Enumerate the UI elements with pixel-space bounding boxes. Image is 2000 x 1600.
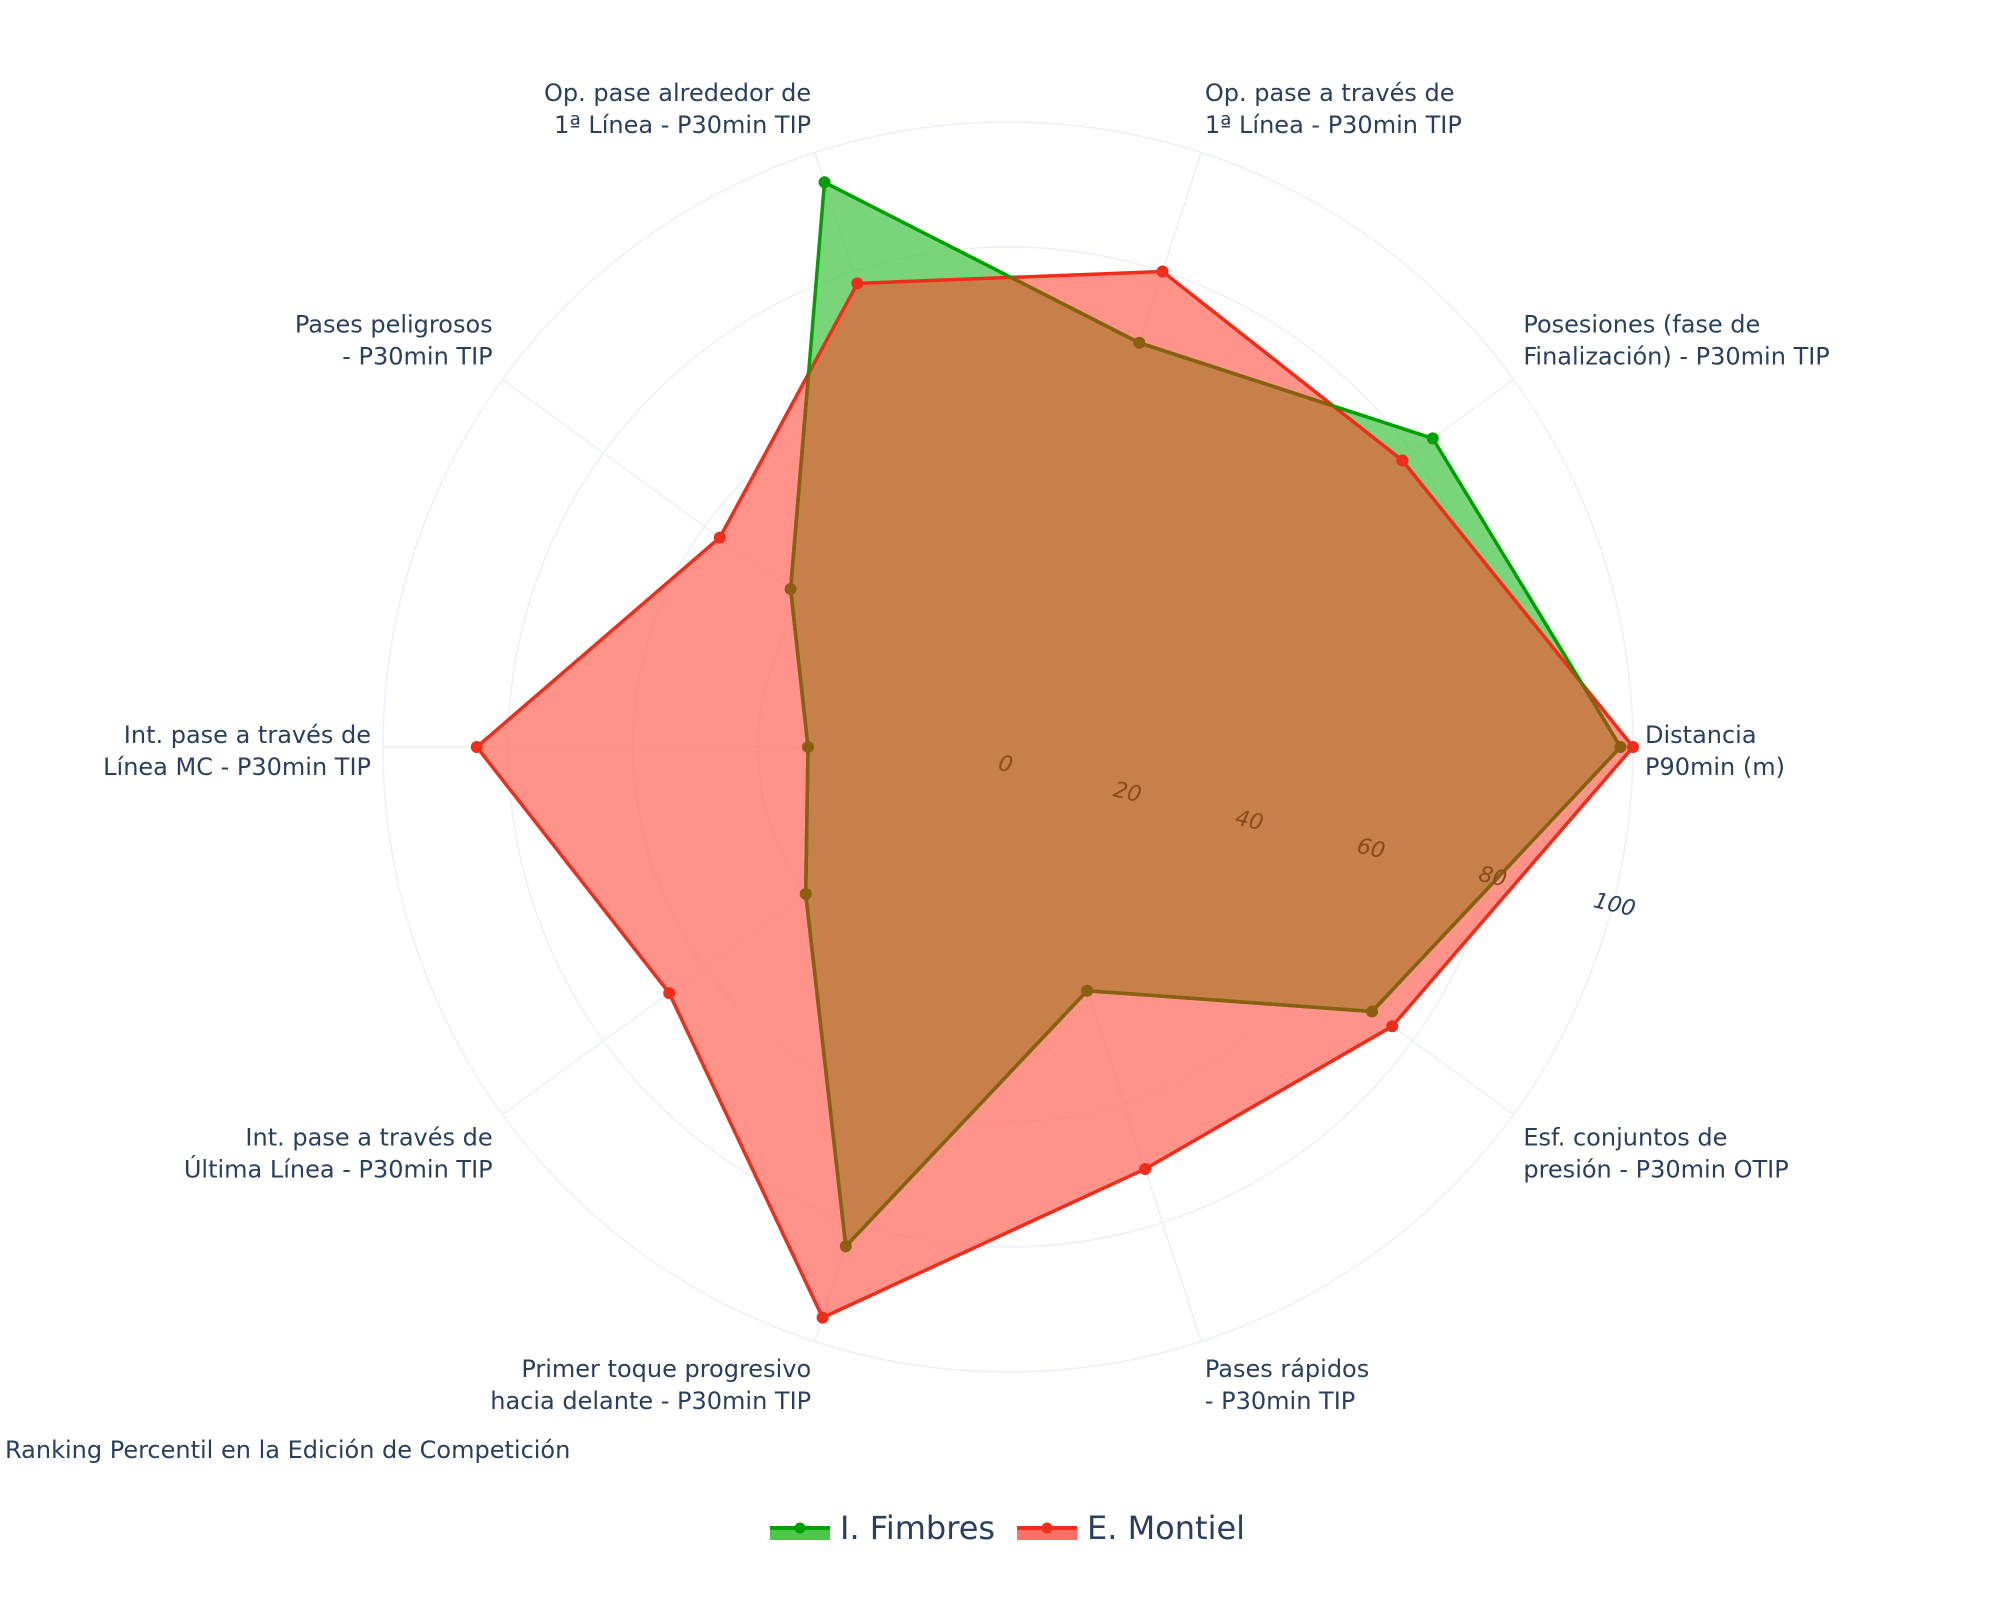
category-label-line: 1ª Línea - P30min TIP: [1205, 111, 1462, 139]
category-label-line: 1ª Línea - P30min TIP: [554, 111, 811, 139]
point-fimbres[interactable]: [802, 741, 814, 753]
category-label: Pases peligrosos - P30min TIP: [295, 311, 493, 371]
category-label: Int. pase a través de Última Línea - P30m…: [184, 1123, 493, 1183]
point-montiel[interactable]: [713, 531, 726, 544]
legend-label-fimbres: I. Fimbres: [840, 1509, 995, 1547]
legend-swatch-fimbres: [770, 1528, 830, 1540]
category-label: Esf. conjuntos de presión - P30min OTIP: [1523, 1123, 1788, 1183]
category-label-line: Finalización) - P30min TIP: [1523, 343, 1829, 371]
point-fimbres[interactable]: [1366, 1005, 1379, 1018]
point-fimbres[interactable]: [1426, 432, 1439, 445]
point-fimbres[interactable]: [799, 887, 812, 900]
point-montiel[interactable]: [816, 1311, 829, 1324]
category-label: Posesiones (fase de Finalización) - P30mi…: [1523, 311, 1829, 371]
category-label-line: Línea MC - P30min TIP: [103, 753, 371, 781]
point-montiel[interactable]: [1139, 1163, 1152, 1176]
category-label-line: Pases rápidos: [1205, 1355, 1369, 1383]
point-fimbres[interactable]: [1133, 336, 1146, 349]
category-label: Op. pase alrededor de 1ª Línea - P30min T…: [544, 79, 811, 139]
category-label-line: presión - P30min OTIP: [1523, 1155, 1788, 1183]
point-montiel[interactable]: [1386, 1020, 1399, 1033]
category-label: Op. pase a través de 1ª Línea - P30min TI…: [1205, 79, 1462, 139]
legend-marker-fimbres: [794, 1522, 806, 1534]
point-montiel[interactable]: [1627, 741, 1639, 753]
radial-tick-label: 100: [1591, 888, 1638, 922]
category-label: Primer toque progresivo hacia delante - P…: [490, 1355, 811, 1415]
category-labels: Distancia P90min (m) Posesiones (fase de Fi…: [103, 79, 1830, 1415]
point-montiel[interactable]: [470, 741, 483, 753]
point-montiel[interactable]: [663, 987, 676, 1000]
category-label: Int. pase a través de Línea MC - P30min T…: [103, 721, 371, 781]
category-label-line: Distancia: [1645, 721, 1757, 749]
radial-tick-label: 60: [1354, 834, 1387, 865]
point-fimbres[interactable]: [1081, 984, 1094, 997]
category-label-line: Posesiones (fase de: [1523, 311, 1760, 339]
category-label-line: Int. pase a través de: [245, 1123, 492, 1151]
point-fimbres[interactable]: [818, 176, 831, 189]
category-label-line: Última Línea - P30min TIP: [184, 1153, 493, 1183]
radial-tick-label: 40: [1233, 806, 1266, 837]
category-label-line: Esf. conjuntos de: [1523, 1123, 1727, 1151]
category-label-line: Pases peligrosos: [295, 311, 493, 339]
category-label-line: Op. pase alrededor de: [544, 79, 811, 107]
category-label-line: Op. pase a través de: [1205, 79, 1455, 107]
category-label-line: - P30min TIP: [1205, 1387, 1355, 1415]
legend-item-fimbres[interactable]: I. Fimbres: [770, 1509, 995, 1547]
chart-subtitle: Ranking Percentil en la Edición de Compe…: [5, 1436, 570, 1464]
category-label-line: Int. pase a través de: [124, 721, 371, 749]
legend-label-montiel: E. Montiel: [1087, 1509, 1245, 1547]
legend-marker-montiel: [1041, 1522, 1053, 1534]
radial-tick-label: 0: [996, 751, 1015, 779]
radial-tick-label: 20: [1111, 777, 1144, 808]
point-fimbres[interactable]: [784, 583, 797, 596]
point-montiel[interactable]: [1396, 454, 1409, 467]
legend: I. Fimbres E. Montiel: [770, 1509, 1245, 1547]
category-label-line: - P30min TIP: [342, 343, 492, 371]
point-fimbres[interactable]: [1614, 741, 1627, 753]
category-label-line: hacia delante - P30min TIP: [490, 1387, 811, 1415]
legend-swatch-montiel: [1017, 1528, 1077, 1540]
category-label-line: Primer toque progresivo: [521, 1355, 811, 1383]
category-label-line: P90min (m): [1645, 753, 1785, 781]
legend-item-montiel[interactable]: E. Montiel: [1017, 1509, 1245, 1547]
point-montiel[interactable]: [1156, 265, 1169, 278]
point-montiel[interactable]: [851, 277, 864, 290]
point-fimbres[interactable]: [839, 1240, 852, 1253]
category-label: Distancia P90min (m): [1645, 721, 1785, 781]
series-layer: [470, 176, 1639, 1324]
series-overlap: [790, 271, 1621, 1247]
category-label: Pases rápidos - P30min TIP: [1205, 1355, 1369, 1415]
radial-tick-label: 80: [1476, 862, 1509, 893]
